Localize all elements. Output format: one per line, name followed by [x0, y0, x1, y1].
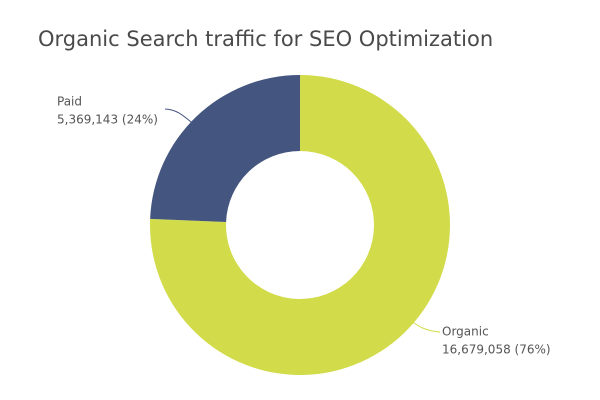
slice: [150, 75, 300, 222]
donut: [150, 75, 450, 375]
slice: [150, 75, 450, 375]
chart-title: Organic Search traffic for SEO Optimizat…: [38, 27, 493, 51]
slice-label: Organic: [442, 325, 489, 339]
slice-label: Paid: [57, 95, 82, 109]
leader-line: [409, 319, 441, 333]
slice-value-label: 16,679,058 (76%): [442, 343, 551, 357]
leader-line: [164, 108, 196, 126]
slice-value-label: 5,369,143 (24%): [57, 113, 158, 127]
